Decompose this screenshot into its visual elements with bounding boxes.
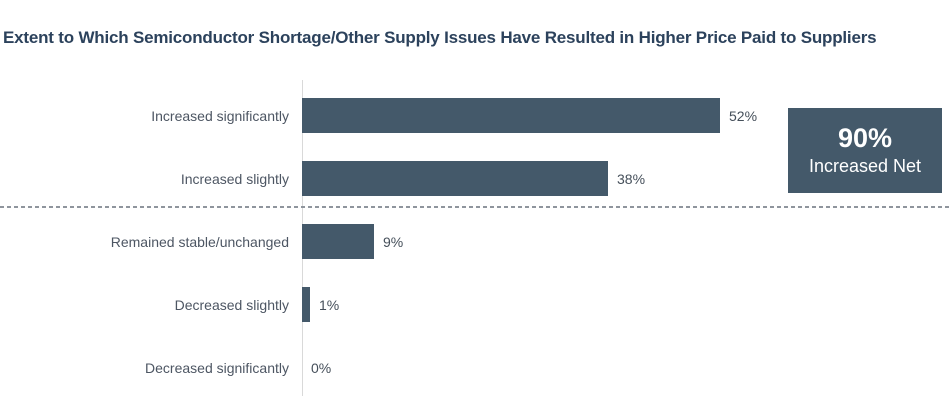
value-label: 9% [383,233,404,250]
bar [302,161,608,196]
category-label: Increased slightly [180,170,289,187]
category-label: Decreased significantly [145,359,289,376]
callout-value: 90% [837,122,893,153]
bar [302,287,310,322]
bar-row: Remained stable/unchanged 9% [0,210,950,273]
callout-label: Increased Net [808,155,922,176]
chart-title: Extent to Which Semiconductor Shortage/O… [3,28,877,47]
value-label: 52% [729,107,758,124]
bar-row: Decreased slightly 1% [0,273,950,336]
increased-net-callout: 90% Increased Net [788,108,942,193]
bar [302,224,374,259]
bar-row: Increased slightly 38% [0,147,950,210]
value-label: 0% [311,359,332,376]
bar [302,98,720,133]
separator-dashed-line [0,206,950,208]
bar-row: Decreased significantly 0% [0,336,950,399]
category-label: Remained stable/unchanged [110,233,289,250]
value-label: 1% [319,296,340,313]
bar-row: Increased significantly 52% [0,84,950,147]
value-label: 38% [617,170,646,187]
category-label: Increased significantly [151,107,289,124]
bar-rows: Increased significantly 52% Increased slig… [0,84,950,399]
category-label: Decreased slightly [174,296,289,313]
